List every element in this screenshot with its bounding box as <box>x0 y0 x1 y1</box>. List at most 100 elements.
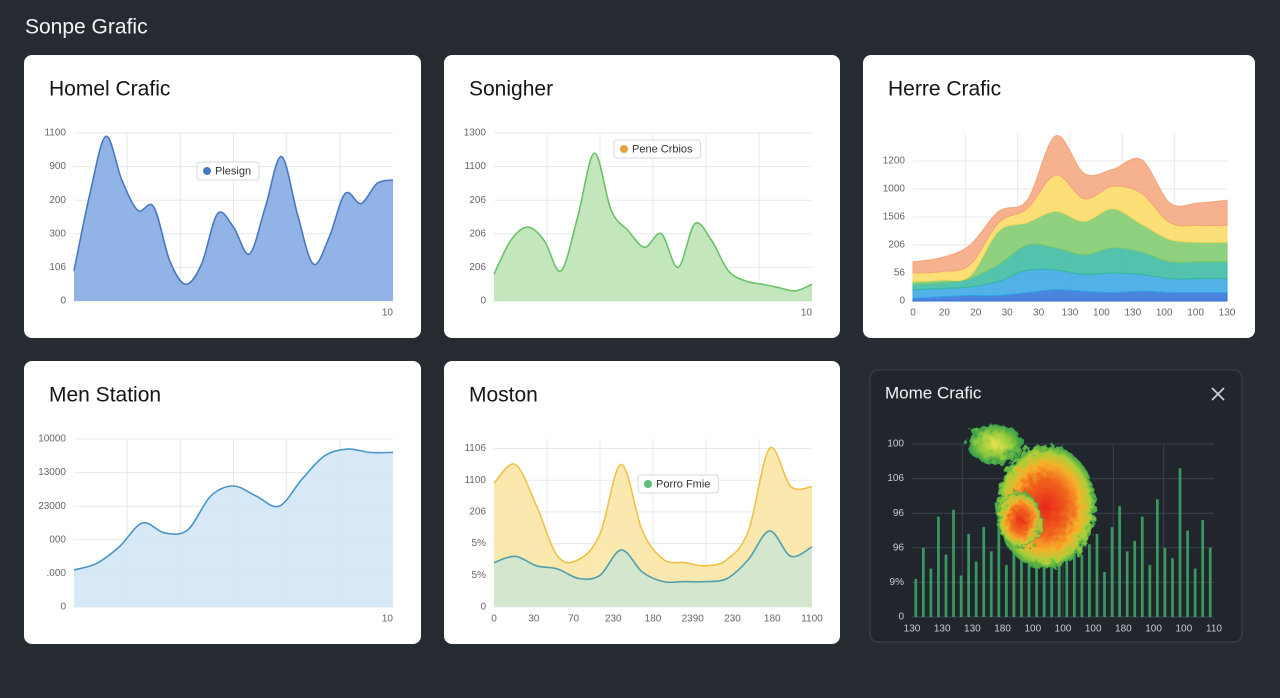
bar <box>1103 572 1106 617</box>
legend-label: Porro Fmie <box>656 478 710 490</box>
bar <box>1057 537 1061 617</box>
legend-swatch <box>644 480 652 488</box>
x-tick-label: 30 <box>528 614 540 625</box>
legend-box <box>613 139 702 159</box>
bar <box>1178 468 1182 617</box>
x-tick-label: 180 <box>764 614 781 625</box>
area-line <box>493 446 813 567</box>
x-tick-label: 0 <box>491 614 497 625</box>
x-tick-label: 130 <box>964 624 981 635</box>
legend-box <box>196 161 260 181</box>
heat-blob <box>967 424 1096 569</box>
close-button[interactable] <box>1211 387 1225 401</box>
bar <box>1148 565 1152 617</box>
bar <box>967 533 970 617</box>
bar <box>1080 554 1084 617</box>
y-tick-label: 0 <box>899 296 905 307</box>
bar <box>1035 530 1038 617</box>
page-title: Sonpe Grafic <box>25 16 148 39</box>
y-tick-label: 0 <box>898 612 904 623</box>
area-line <box>73 448 394 571</box>
y-tick-label: 0 <box>60 602 66 613</box>
bar <box>1005 565 1008 617</box>
panel-title: Men Station <box>49 384 161 407</box>
bar <box>914 578 918 617</box>
bar <box>982 527 986 617</box>
bar <box>959 575 963 617</box>
bar <box>1118 506 1121 617</box>
area-fill <box>494 447 812 607</box>
y-tick-label: 206 <box>469 507 486 518</box>
panel-title: Moston <box>469 384 538 407</box>
y-tick-label: 1300 <box>464 128 487 139</box>
y-tick-label: 106 <box>49 262 66 273</box>
panel-card: Herre Crafic 0 56 206 1506 1000 1200 0 20 20 30 30 1… <box>863 55 1255 338</box>
x-tick-label: 30 <box>1002 308 1014 319</box>
bar <box>1186 530 1189 617</box>
x-tick-label: 2390 <box>682 614 705 625</box>
y-tick-label: 96 <box>893 542 905 553</box>
bar <box>921 547 925 617</box>
y-tick-label: 9% <box>890 577 905 588</box>
panel-title: Herre Crafic <box>888 78 1001 101</box>
bar <box>1065 561 1069 617</box>
x-tick-label: 20 <box>970 308 982 319</box>
bar <box>1012 540 1016 617</box>
bar <box>974 561 978 617</box>
y-tick-label: 206 <box>469 228 486 239</box>
bar <box>1171 558 1174 617</box>
panel-title: Sonigher <box>469 78 553 101</box>
area-line <box>493 530 813 584</box>
x-tick-label: 130 <box>1219 308 1236 319</box>
area-line <box>73 135 394 285</box>
y-tick-label: 1000 <box>883 184 906 195</box>
x-tick-label: 130 <box>904 624 921 635</box>
y-tick-label: 0 <box>60 296 66 307</box>
x-tick-label: 110 <box>1206 624 1222 635</box>
bar <box>1020 520 1023 617</box>
bar <box>1163 547 1167 617</box>
legend-swatch <box>620 145 628 153</box>
y-tick-label: 206 <box>469 262 486 273</box>
bar <box>1027 558 1031 617</box>
legend: Porro Fmie <box>637 474 719 494</box>
x-tick-label: 130 <box>1062 308 1079 319</box>
panel-card: Moston 0 5% 5% 206 1100 1106 0 30 70 230 180 2390 230… <box>444 361 840 644</box>
y-tick-label: 1100 <box>464 475 486 486</box>
x-tick-label: 100 <box>1024 624 1041 635</box>
x-tick-label: 0 <box>910 308 916 319</box>
x-tick-label: 30 <box>1033 308 1045 319</box>
legend: Plesign <box>196 161 260 181</box>
y-tick-label: 5% <box>472 570 487 581</box>
bar <box>1201 520 1205 617</box>
bar <box>944 554 948 617</box>
bar <box>1193 568 1197 617</box>
y-tick-label: 56 <box>894 268 906 279</box>
area-fill <box>494 153 812 301</box>
x-tick-label: 70 <box>568 614 580 625</box>
x-tick-label: 100 <box>1175 624 1192 635</box>
y-tick-label: 5% <box>472 538 487 549</box>
panel-card: Homel Crafic 0 106 300 200 900 1100 10 Plesign <box>24 55 421 338</box>
bar <box>1133 540 1137 617</box>
x-tick-label: 100 <box>1156 308 1173 319</box>
legend-box <box>637 474 719 494</box>
y-tick-label: 206 <box>469 195 486 206</box>
bar <box>1072 523 1076 617</box>
x-tick-label: 10 <box>801 308 813 319</box>
bar <box>952 509 955 617</box>
y-tick-label: 96 <box>893 508 905 519</box>
y-tick-label: 0 <box>480 296 486 307</box>
y-tick-label: 13000 <box>38 467 66 478</box>
area-fill <box>74 449 393 607</box>
bar <box>1140 516 1144 617</box>
x-tick-label: 20 <box>939 308 951 319</box>
legend-label: Plesign <box>215 165 251 177</box>
x-tick-label: 180 <box>1115 624 1132 635</box>
legend-swatch <box>203 167 211 175</box>
bar <box>1088 544 1091 617</box>
x-tick-label: 130 <box>934 624 951 635</box>
y-tick-label: 900 <box>49 161 66 172</box>
area-line <box>493 152 813 292</box>
